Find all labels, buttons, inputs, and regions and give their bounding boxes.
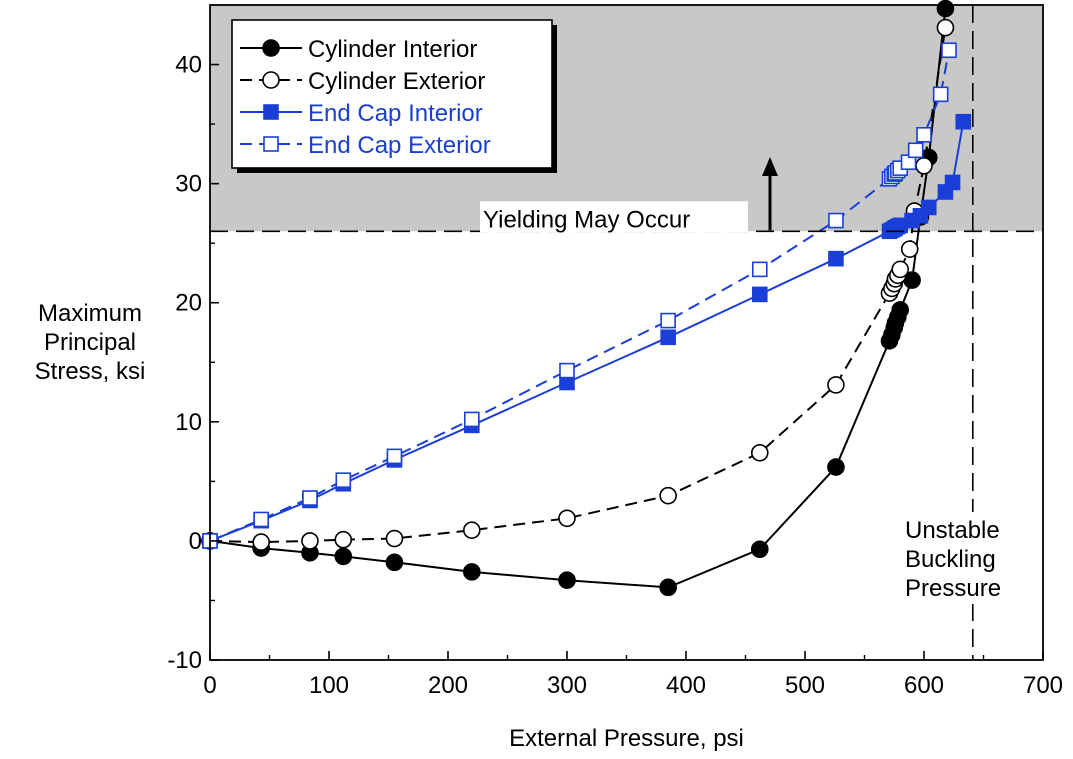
y-tick-label: 30: [175, 171, 202, 198]
data-point: [936, 0, 955, 18]
y-tick-label: 10: [175, 409, 202, 436]
legend-marker: [262, 71, 280, 89]
data-point: [750, 443, 769, 462]
yield-label: Yielding May Occur: [483, 206, 690, 233]
legend-label: End Cap Interior: [308, 100, 483, 127]
data-point: [301, 532, 319, 550]
buckling-label-bg: [902, 512, 1038, 604]
data-point: [920, 199, 937, 216]
data-point: [385, 529, 404, 548]
data-point: [941, 42, 957, 59]
data-point: [955, 113, 972, 130]
x-tick-label: 300: [547, 672, 587, 699]
data-point: [751, 261, 768, 278]
x-tick-label: 0: [203, 672, 216, 699]
y-tick-label: -10: [167, 647, 202, 674]
data-point: [659, 486, 677, 505]
data-point: [660, 312, 676, 329]
data-point: [915, 156, 933, 175]
data-point: [462, 521, 481, 539]
data-point: [827, 376, 845, 394]
data-point: [252, 533, 270, 551]
data-point: [828, 212, 844, 229]
data-point: [335, 472, 352, 488]
data-point: [334, 547, 353, 566]
data-point: [891, 301, 910, 319]
data-point: [827, 458, 845, 476]
data-point: [907, 142, 924, 159]
legend-label: Cylinder Interior: [308, 36, 477, 63]
data-point: [558, 571, 576, 590]
data-point: [334, 530, 353, 549]
data-point: [828, 250, 844, 267]
data-point: [463, 411, 480, 428]
data-point: [944, 174, 961, 191]
data-point: [932, 86, 949, 103]
data-point: [302, 490, 318, 506]
data-point: [253, 511, 269, 528]
y-tick-label: 20: [175, 290, 202, 317]
legend-marker: [263, 104, 279, 120]
data-point: [900, 240, 919, 258]
yield-label-bg: [480, 201, 748, 233]
buckling-label-line: Pressure: [905, 575, 1001, 602]
data-point: [916, 127, 932, 143]
y-tick-label: 40: [175, 52, 202, 79]
legend-marker: [262, 39, 280, 57]
x-tick-label: 400: [666, 672, 706, 699]
legend-label: End Cap Exterior: [308, 132, 491, 159]
x-tick-label: 200: [428, 672, 468, 699]
legend-label: Cylinder Exterior: [308, 68, 485, 95]
data-point: [462, 563, 481, 581]
data-point: [659, 578, 677, 597]
data-point: [891, 260, 910, 279]
x-tick-label: 500: [785, 672, 825, 699]
x-axis-label: External Pressure, psi: [509, 725, 744, 752]
x-tick-label: 700: [1023, 672, 1063, 699]
data-point: [750, 540, 769, 559]
buckling-label-line: Unstable: [905, 517, 1000, 544]
x-tick-label: 600: [904, 672, 944, 699]
data-point: [660, 329, 676, 346]
data-point: [385, 553, 404, 572]
data-point: [559, 362, 575, 379]
data-point: [751, 286, 768, 303]
data-point: [558, 509, 576, 528]
buckling-label-line: Buckling: [905, 546, 996, 573]
data-point: [386, 448, 403, 465]
y-tick-label: 0: [189, 528, 202, 555]
arrow-head: [762, 157, 778, 176]
data-point: [936, 18, 955, 37]
x-tick-label: 100: [309, 672, 349, 699]
y-axis-label-line: Stress, ksi: [35, 358, 146, 385]
legend-marker: [263, 136, 279, 152]
y-axis-label-line: Principal: [44, 329, 136, 356]
y-axis-label-line: Maximum: [38, 300, 142, 327]
